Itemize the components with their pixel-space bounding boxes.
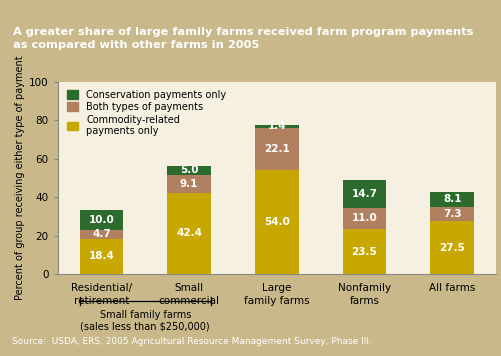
Text: Small family farms
(sales less than $250,000): Small family farms (sales less than $250…: [81, 310, 210, 331]
Bar: [80, 210, 123, 230]
Text: 27.5: 27.5: [439, 243, 465, 253]
Text: 4.7: 4.7: [92, 229, 111, 239]
Text: 5.0: 5.0: [180, 165, 198, 175]
Text: 42.4: 42.4: [176, 228, 202, 239]
Text: 1.4: 1.4: [268, 121, 286, 131]
Text: 11.0: 11.0: [352, 213, 377, 223]
Bar: [167, 166, 211, 175]
Text: 23.5: 23.5: [352, 247, 377, 257]
Y-axis label: Percent of group receiving either type of payment: Percent of group receiving either type o…: [15, 56, 25, 300]
Text: Source:  USDA, ERS, 2005 Agricultural Resource Management Survey, Phase III.: Source: USDA, ERS, 2005 Agricultural Res…: [12, 337, 372, 346]
Bar: [343, 208, 386, 229]
Text: A greater share of large family farms received farm program payments
as compared: A greater share of large family farms re…: [14, 27, 474, 51]
Bar: [255, 125, 299, 128]
Bar: [80, 230, 123, 239]
Text: 22.1: 22.1: [264, 144, 290, 154]
Text: 7.3: 7.3: [443, 209, 461, 219]
Bar: [167, 175, 211, 193]
Text: 54.0: 54.0: [264, 217, 290, 227]
Bar: [255, 128, 299, 170]
Bar: [343, 229, 386, 274]
Text: 10.0: 10.0: [89, 215, 114, 225]
Bar: [167, 193, 211, 274]
Text: 18.4: 18.4: [89, 251, 114, 261]
Bar: [430, 207, 474, 221]
Bar: [255, 170, 299, 274]
Text: 9.1: 9.1: [180, 179, 198, 189]
Text: 14.7: 14.7: [352, 189, 377, 199]
Bar: [343, 179, 386, 208]
Bar: [80, 239, 123, 274]
Legend: Conservation payments only, Both types of payments, Commodity-related
payments o: Conservation payments only, Both types o…: [65, 88, 228, 138]
Bar: [430, 192, 474, 207]
Bar: [430, 221, 474, 274]
Text: 8.1: 8.1: [443, 194, 461, 204]
